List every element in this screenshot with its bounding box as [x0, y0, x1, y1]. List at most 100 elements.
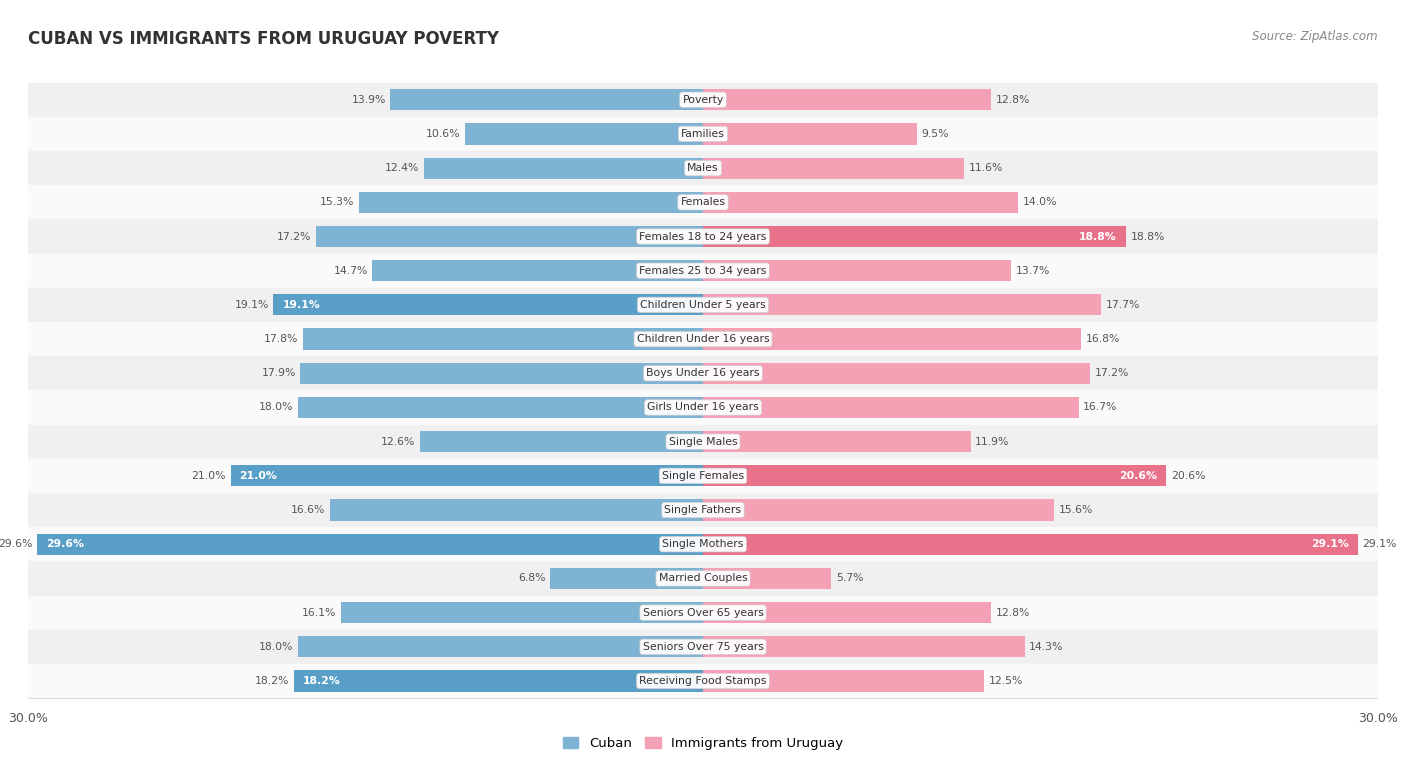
Bar	[28, 527, 1378, 562]
Text: Source: ZipAtlas.com: Source: ZipAtlas.com	[1253, 30, 1378, 43]
Bar	[703, 362, 1090, 384]
Text: 16.8%: 16.8%	[1085, 334, 1119, 344]
Bar	[28, 596, 1378, 630]
Text: 12.6%: 12.6%	[381, 437, 415, 446]
Text: Children Under 16 years: Children Under 16 years	[637, 334, 769, 344]
Bar	[301, 362, 703, 384]
Bar	[425, 158, 703, 179]
Text: Receiving Food Stamps: Receiving Food Stamps	[640, 676, 766, 686]
Text: 18.8%: 18.8%	[1080, 231, 1116, 242]
Text: 21.0%: 21.0%	[191, 471, 226, 481]
Text: 19.1%: 19.1%	[235, 300, 269, 310]
Bar	[28, 117, 1378, 151]
Text: 13.9%: 13.9%	[352, 95, 385, 105]
Bar	[28, 288, 1378, 322]
Bar	[28, 630, 1378, 664]
Text: 18.0%: 18.0%	[259, 642, 294, 652]
Text: Boys Under 16 years: Boys Under 16 years	[647, 368, 759, 378]
Text: Single Mothers: Single Mothers	[662, 539, 744, 550]
Text: 14.0%: 14.0%	[1022, 197, 1057, 207]
Text: 13.7%: 13.7%	[1015, 266, 1050, 276]
Text: Married Couples: Married Couples	[658, 574, 748, 584]
Bar	[231, 465, 703, 487]
Bar	[28, 322, 1378, 356]
Text: 20.6%: 20.6%	[1171, 471, 1205, 481]
Bar	[28, 151, 1378, 185]
Bar	[703, 124, 917, 145]
Bar	[373, 260, 703, 281]
Bar	[703, 397, 1078, 418]
Text: 20.6%: 20.6%	[1119, 471, 1157, 481]
Text: 18.0%: 18.0%	[259, 402, 294, 412]
Text: 5.7%: 5.7%	[835, 574, 863, 584]
Bar	[703, 500, 1054, 521]
Text: 11.9%: 11.9%	[976, 437, 1010, 446]
Bar	[28, 356, 1378, 390]
Text: 6.8%: 6.8%	[517, 574, 546, 584]
Text: Poverty: Poverty	[682, 95, 724, 105]
Bar	[419, 431, 703, 453]
Text: 16.7%: 16.7%	[1083, 402, 1118, 412]
Bar	[703, 89, 991, 111]
Bar	[28, 254, 1378, 288]
Bar	[329, 500, 703, 521]
Text: CUBAN VS IMMIGRANTS FROM URUGUAY POVERTY: CUBAN VS IMMIGRANTS FROM URUGUAY POVERTY	[28, 30, 499, 49]
Text: 29.6%: 29.6%	[46, 539, 84, 550]
Text: Females: Females	[681, 197, 725, 207]
Text: 16.1%: 16.1%	[302, 608, 336, 618]
Text: 29.6%: 29.6%	[0, 539, 32, 550]
Text: 15.6%: 15.6%	[1059, 505, 1092, 515]
Text: 14.7%: 14.7%	[333, 266, 368, 276]
Text: Single Females: Single Females	[662, 471, 744, 481]
Bar	[703, 328, 1081, 349]
Bar	[273, 294, 703, 315]
Text: 9.5%: 9.5%	[921, 129, 949, 139]
Bar	[703, 465, 1167, 487]
Text: 17.9%: 17.9%	[262, 368, 295, 378]
Bar	[294, 670, 703, 691]
Bar	[28, 459, 1378, 493]
Bar	[703, 534, 1358, 555]
Bar	[703, 192, 1018, 213]
Text: 21.0%: 21.0%	[239, 471, 277, 481]
Text: 17.2%: 17.2%	[277, 231, 312, 242]
Bar	[703, 158, 965, 179]
Bar	[302, 328, 703, 349]
Text: Girls Under 16 years: Girls Under 16 years	[647, 402, 759, 412]
Text: 12.8%: 12.8%	[995, 95, 1029, 105]
Text: 18.2%: 18.2%	[254, 676, 290, 686]
Text: 10.6%: 10.6%	[426, 129, 460, 139]
Bar	[28, 83, 1378, 117]
Text: Single Fathers: Single Fathers	[665, 505, 741, 515]
Text: Females 25 to 34 years: Females 25 to 34 years	[640, 266, 766, 276]
Bar	[550, 568, 703, 589]
Text: Seniors Over 75 years: Seniors Over 75 years	[643, 642, 763, 652]
Bar	[703, 670, 984, 691]
Bar	[703, 602, 991, 623]
Text: Seniors Over 65 years: Seniors Over 65 years	[643, 608, 763, 618]
Bar	[703, 431, 970, 453]
Bar	[28, 562, 1378, 596]
Bar	[28, 424, 1378, 459]
Bar	[703, 226, 1126, 247]
Text: 17.7%: 17.7%	[1105, 300, 1140, 310]
Bar	[703, 568, 831, 589]
Text: 14.3%: 14.3%	[1029, 642, 1063, 652]
Bar	[703, 636, 1025, 657]
Text: Females 18 to 24 years: Females 18 to 24 years	[640, 231, 766, 242]
Text: 17.8%: 17.8%	[264, 334, 298, 344]
Text: 12.5%: 12.5%	[988, 676, 1024, 686]
Bar	[28, 664, 1378, 698]
Text: Single Males: Single Males	[669, 437, 737, 446]
Bar	[28, 185, 1378, 219]
Text: 16.6%: 16.6%	[291, 505, 325, 515]
Bar	[316, 226, 703, 247]
Bar	[37, 534, 703, 555]
Text: 18.8%: 18.8%	[1130, 231, 1164, 242]
Bar	[298, 636, 703, 657]
Text: 29.1%: 29.1%	[1362, 539, 1396, 550]
Text: Children Under 5 years: Children Under 5 years	[640, 300, 766, 310]
Text: 12.8%: 12.8%	[995, 608, 1029, 618]
Bar	[703, 260, 1011, 281]
Bar	[28, 219, 1378, 254]
